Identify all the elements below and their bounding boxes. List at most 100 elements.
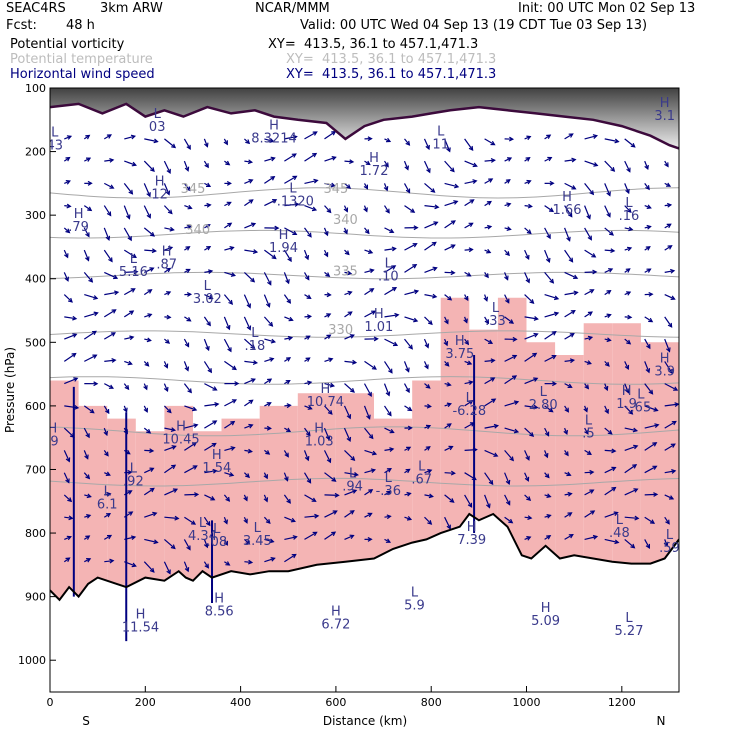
wind-vector (143, 561, 155, 573)
wind-arrowhead (353, 472, 359, 477)
y-tick-label: 200 (25, 146, 46, 159)
wind-arrowhead (630, 142, 636, 148)
wind-arrowhead (163, 386, 169, 393)
wind-arrowhead (463, 318, 468, 324)
wind-arrowhead (312, 131, 318, 136)
wind-arrowhead (533, 316, 539, 321)
wind-vector (624, 445, 638, 451)
wind-vector (263, 294, 270, 307)
wind-arrowhead (433, 221, 439, 226)
wind-arrowhead (412, 264, 418, 269)
wind-arrowhead (230, 420, 236, 426)
wind-arrowhead (328, 357, 334, 363)
wind-vector (584, 135, 597, 140)
wind-arrowhead (493, 423, 500, 429)
wind-arrowhead (149, 448, 155, 454)
wind-vector (324, 531, 336, 540)
wind-vector (464, 381, 473, 385)
pv-band (335, 393, 374, 563)
wind-arrowhead (285, 279, 290, 285)
wind-arrowhead (587, 235, 592, 241)
wind-vector (163, 405, 172, 413)
wind-vector (644, 424, 659, 429)
wind-vector (544, 205, 554, 212)
wind-arrowhead (228, 299, 234, 305)
extremum-value: .08 (206, 535, 227, 550)
wind-vector (404, 264, 417, 273)
wind-arrowhead (386, 468, 392, 473)
wind-arrowhead (370, 468, 377, 474)
wind-vector (164, 445, 176, 451)
wind-vector (103, 332, 116, 340)
wind-arrowhead (326, 292, 332, 298)
extremum-value: 10.45 (162, 432, 199, 447)
wind-arrowhead (533, 377, 539, 382)
wind-vector (223, 294, 233, 305)
wind-vector (584, 489, 594, 496)
wind-arrowhead (204, 563, 209, 569)
wind-arrowhead (152, 511, 158, 517)
wind-vector (363, 383, 372, 397)
wind-vector (464, 400, 473, 407)
wind-vector (584, 311, 593, 318)
wind-vector (264, 199, 277, 207)
wind-arrowhead (166, 569, 171, 575)
wind-arrowhead (506, 157, 513, 162)
wind-arrowhead (569, 358, 576, 364)
wind-vector (124, 360, 132, 365)
wind-arrowhead (343, 229, 348, 235)
wind-arrowhead (611, 448, 617, 454)
wind-arrowhead (407, 425, 413, 431)
wind-vector (63, 272, 69, 281)
wind-arrowhead (373, 336, 379, 342)
wind-arrowhead (604, 408, 609, 415)
wind-arrowhead (467, 502, 473, 508)
wind-arrowhead (490, 140, 496, 146)
wind-arrowhead (143, 407, 148, 413)
wind-vector (263, 316, 273, 327)
extremum-value: .18 (245, 339, 266, 354)
low-marker: L (637, 388, 645, 403)
wind-arrowhead (648, 389, 654, 395)
wind-arrowhead (250, 344, 256, 349)
high-marker: H (331, 604, 341, 619)
wind-vector (223, 316, 230, 330)
wind-vector (444, 200, 458, 207)
wind-vector (323, 227, 329, 236)
wind-vector (384, 405, 392, 416)
wind-arrowhead (149, 467, 155, 472)
theta-contour-line (50, 229, 679, 239)
high-marker: H (369, 151, 379, 166)
wind-arrowhead (365, 160, 371, 166)
wind-vector (524, 377, 538, 385)
wind-arrowhead (113, 274, 119, 280)
wind-vector (144, 267, 154, 273)
wind-vector (304, 515, 319, 518)
extremum-value: 1.72 (360, 164, 389, 179)
wind-arrowhead (266, 402, 272, 407)
wind-arrowhead (206, 245, 212, 251)
wind-arrowhead (389, 428, 395, 434)
wind-vector (183, 361, 189, 371)
field-theta-xy: XY= 413.5, 36.1 to 457.1,471.3 (286, 52, 497, 67)
wind-vector (283, 494, 291, 504)
wind-arrowhead (389, 228, 395, 233)
wind-vector (184, 516, 196, 525)
wind-vector (383, 361, 393, 374)
wind-arrowhead (444, 361, 450, 367)
wind-vector (624, 488, 638, 496)
wind-arrowhead (325, 272, 331, 277)
wind-arrowhead (204, 163, 209, 169)
wind-arrowhead (443, 341, 449, 347)
wind-vector (604, 205, 611, 217)
wind-vector (544, 331, 557, 340)
high-marker: H (455, 334, 465, 349)
wind-arrowhead (648, 317, 654, 323)
low-marker: L (411, 585, 419, 600)
y-tick-label: 400 (25, 273, 46, 286)
wind-vector (204, 383, 217, 391)
wind-arrowhead (105, 512, 112, 518)
wind-arrowhead (207, 368, 212, 374)
wind-arrowhead (65, 478, 70, 484)
wind-vector (324, 510, 337, 518)
